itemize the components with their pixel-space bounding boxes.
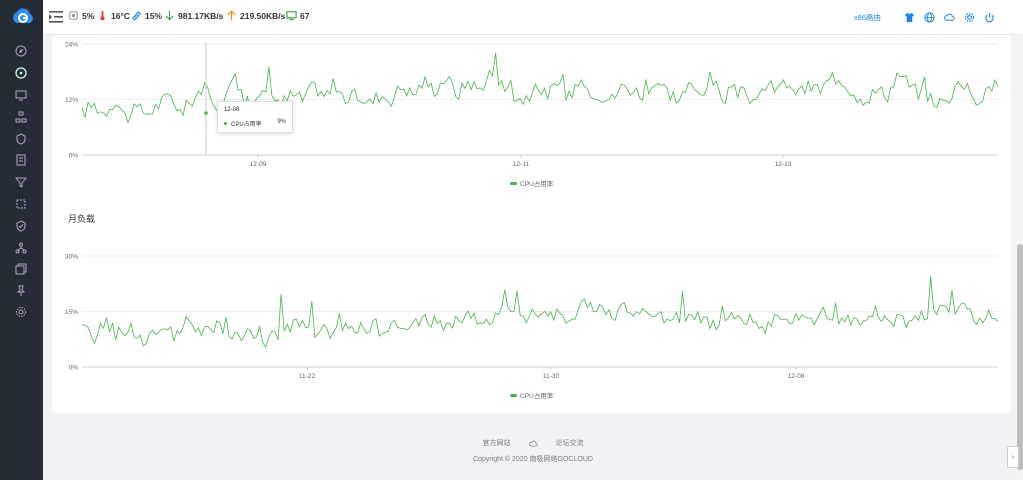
cloud-icon[interactable] (944, 12, 955, 23)
dashboard-icon[interactable] (13, 43, 29, 59)
copyright-text: Copyright © 2020 南极网络GOCLOUD (473, 456, 593, 463)
month-load-title: 月负载 (68, 214, 96, 224)
tooltip-series: CPU占用率 (224, 119, 262, 128)
tooltip-date: 12-08 (224, 107, 240, 113)
devices-icon (286, 11, 297, 21)
cpu-stat: 5% (68, 10, 94, 21)
download-speed: 981.17KB/s (178, 10, 224, 21)
devices-stat: 67 (286, 10, 309, 21)
thermometer-icon (100, 10, 105, 21)
hover-point (204, 111, 208, 115)
y-tick-label: 0% (69, 365, 79, 372)
cpu-usage-line (81, 52, 999, 124)
copy-icon[interactable] (13, 261, 29, 277)
memory-value: 15% (145, 10, 163, 21)
footer: 官方网站 论坛交流 Copyright © 2020 南极网络GOCLOUD (43, 438, 1023, 464)
month-load-chart[interactable]: 0% 15% 30% 11-22 11-30 12-08 (52, 236, 1011, 386)
y-tick-label: 15% (65, 309, 78, 316)
week-legend[interactable]: CPU占用率 (510, 178, 553, 188)
temperature-stat: 16°C (97, 10, 130, 21)
sidebar (0, 0, 43, 480)
tooltip-value: 9% (277, 119, 286, 125)
official-site-link[interactable]: 官方网站 (482, 440, 511, 447)
cpu-usage-line (81, 276, 999, 349)
x-tick-label: 12-08 (788, 373, 805, 380)
settings-icon[interactable] (13, 304, 29, 320)
router-link[interactable]: x86路由 (853, 12, 881, 22)
side-panel-toggle[interactable]: › (1007, 446, 1019, 468)
memory-icon (132, 11, 141, 21)
topbar-actions: x86路由 (854, 0, 995, 34)
memory-stat: 15% (131, 10, 162, 21)
menu-toggle-icon[interactable] (49, 11, 63, 23)
tooltip-series-label: CPU占用率 (231, 122, 262, 128)
theme-icon[interactable] (904, 12, 915, 23)
series-dot-icon (224, 122, 227, 125)
week-load-chart[interactable]: 0% 12% 24% 12-09 12-11 12-13 (52, 35, 1011, 175)
x-tick-label: 12-09 (250, 161, 267, 168)
topology-icon[interactable] (13, 240, 29, 256)
month-legend-label: CPU占用率 (520, 393, 554, 400)
legend-marker-icon (510, 181, 517, 185)
gear-icon[interactable] (964, 12, 975, 23)
y-tick-label: 0% (69, 153, 79, 160)
devices-count: 67 (300, 10, 310, 21)
forum-link[interactable]: 论坛交流 (555, 440, 584, 447)
y-tick-label: 30% (65, 254, 78, 261)
x-tick-label: 12-11 (513, 161, 530, 168)
cpu-value: 5% (82, 10, 95, 21)
y-tick-label: 12% (65, 97, 78, 104)
upload-speed: 219.50KB/s (240, 10, 286, 21)
security-icon[interactable] (13, 218, 29, 234)
x-tick-label: 11-30 (543, 373, 560, 380)
week-legend-label: CPU占用率 (520, 181, 554, 188)
logo-icon[interactable] (11, 6, 35, 30)
monitor-icon[interactable] (13, 87, 29, 103)
load-card: 0% 12% 24% 12-09 12-11 12-13 CPU占用率 月负载 0% 15%… (52, 35, 1011, 413)
scrollbar-thumb[interactable] (1017, 244, 1023, 470)
cloud-icon (528, 440, 538, 446)
temperature-value: 16°C (111, 10, 130, 21)
power-icon[interactable] (984, 12, 995, 23)
x-tick-label: 11-22 (299, 373, 316, 380)
y-tick-label: 24% (65, 42, 78, 49)
legend-marker-icon (510, 393, 517, 397)
globe-icon[interactable] (924, 11, 935, 23)
arrow-down-icon (165, 10, 174, 21)
crop-icon[interactable] (13, 196, 29, 212)
month-legend[interactable]: CPU占用率 (510, 390, 553, 400)
speedometer-icon[interactable] (13, 65, 29, 81)
upload-stat: 219.50KB/s (226, 10, 285, 21)
arrow-up-icon (227, 10, 236, 21)
filter-icon[interactable] (13, 174, 29, 190)
list-icon[interactable] (13, 152, 29, 168)
network-icon[interactable] (13, 109, 29, 125)
chart-tooltip: 12-08 CPU占用率 9% (217, 101, 293, 133)
pin-icon[interactable] (13, 283, 29, 299)
shield-icon[interactable] (13, 131, 29, 147)
download-stat: 981.17KB/s (164, 10, 223, 21)
cpu-icon (69, 11, 78, 20)
x-tick-label: 12-13 (775, 161, 792, 168)
top-bar: 5% 16°C 15% 981.17KB/s 219.50KB/s 67 x86… (43, 0, 1023, 35)
